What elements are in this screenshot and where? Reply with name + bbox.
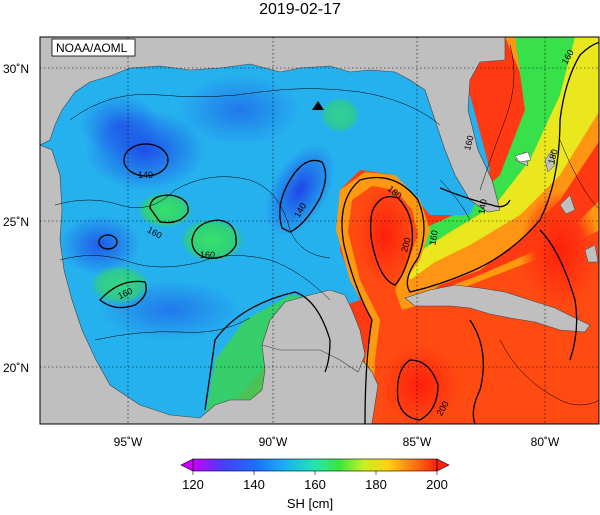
graticule [40, 37, 599, 424]
colorbar-tick-label: 200 [426, 477, 448, 492]
colorbar-tick-label: 120 [182, 477, 204, 492]
colorbar-min-arrow [180, 458, 194, 472]
colorbar-tick-label: 160 [304, 477, 326, 492]
lon-tick-label: 80˚W [531, 435, 560, 449]
yucatan-land [261, 289, 366, 373]
green-band [405, 37, 575, 262]
map-title: 2019-02-17 [259, 1, 341, 18]
contour-label: 140 [476, 198, 488, 215]
contour-label: 160 [200, 250, 215, 260]
lat-tick-label: 30˚N [3, 62, 29, 76]
lon-tick-label: 90˚W [259, 435, 288, 449]
contour-label: 200 [399, 236, 413, 253]
contour-lines [54, 41, 599, 424]
lon-tick-label: 95˚W [114, 435, 143, 449]
colorbar-unit-label: SH [cm] [286, 496, 334, 511]
lon-tick-label: 85˚W [403, 435, 432, 449]
colorbar-gradient [192, 458, 438, 472]
cuba-land [404, 284, 591, 333]
lat-tick-label: 20˚N [3, 361, 29, 375]
colorbar-max-arrow [436, 458, 450, 472]
colorbar-tick-label: 140 [243, 477, 265, 492]
contour-label: 140 [138, 170, 153, 180]
contour-label: 160 [427, 229, 439, 246]
map-frame [39, 36, 600, 425]
lat-tick-label: 25˚N [3, 215, 29, 229]
colorbar-tick-label: 180 [365, 477, 387, 492]
contour-label: 160 [462, 134, 476, 151]
contour-label: 180 [546, 148, 560, 165]
colorbar: 120 140 160 180 200 [180, 458, 450, 492]
map-area: 140 140 160 160 160 140 160 180 160 180 … [40, 37, 599, 424]
mexico-land [40, 144, 379, 424]
station-triangle-marker [312, 101, 324, 110]
credit-box [51, 38, 136, 57]
credit-label: NOAA/AOML [56, 41, 128, 55]
